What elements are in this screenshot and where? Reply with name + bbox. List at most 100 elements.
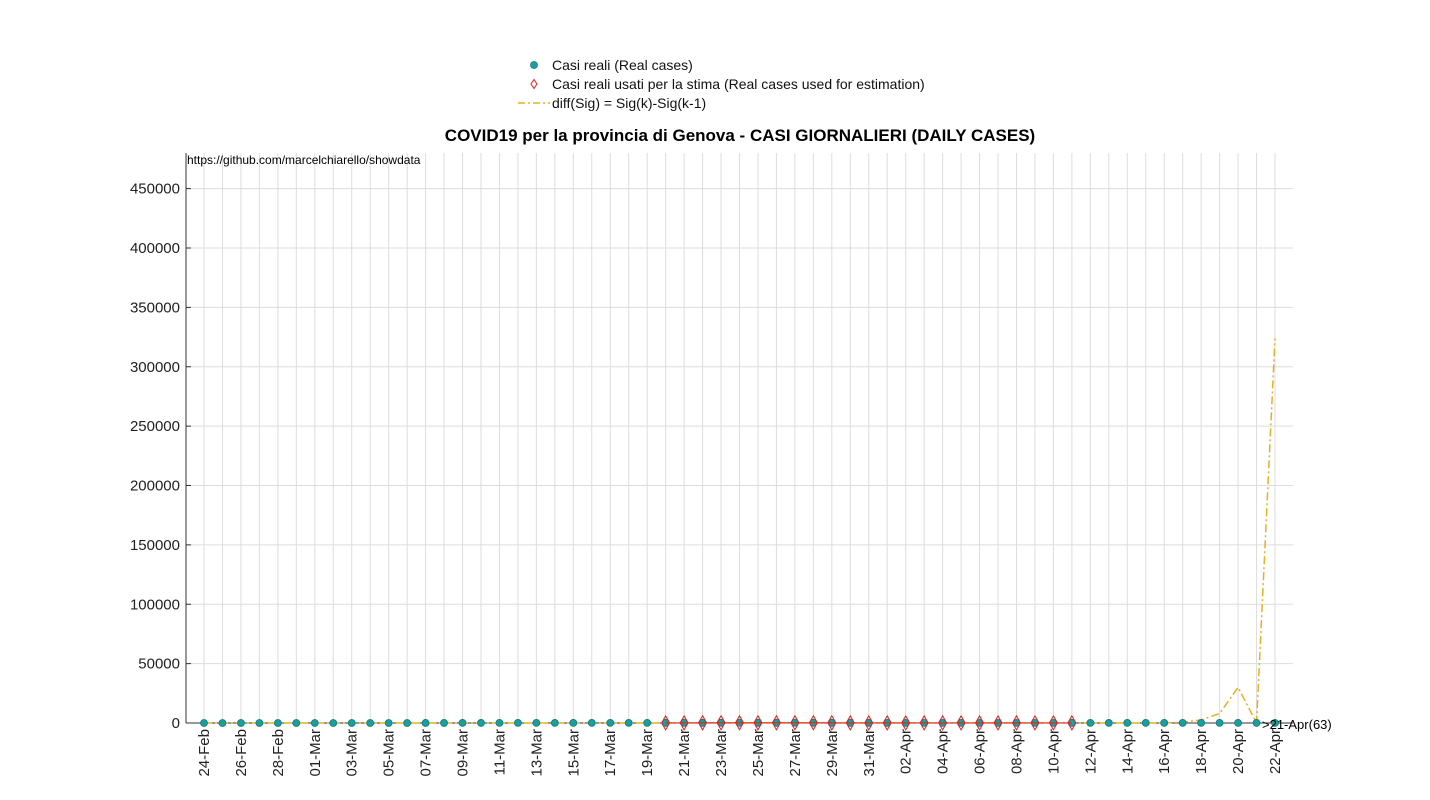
real-case-point xyxy=(273,719,282,727)
estimation-point xyxy=(771,714,782,731)
real-case-point xyxy=(587,718,596,727)
estimation-point xyxy=(1048,714,1058,731)
x-tick-label: 05-Mar xyxy=(381,729,398,777)
real-case-point xyxy=(458,719,467,727)
estimation-point xyxy=(679,714,689,731)
real-case-point xyxy=(532,718,541,727)
x-tick-label: 17-Mar xyxy=(602,729,619,777)
real-case-point xyxy=(1160,718,1169,727)
estimation-point xyxy=(716,714,726,731)
x-tick-label: 01-Mar xyxy=(307,729,324,777)
x-tick-label: 19-Mar xyxy=(639,729,656,777)
real-case-point xyxy=(384,719,393,727)
x-tick-label: 28-Feb xyxy=(270,729,287,777)
real-case-point xyxy=(255,719,264,727)
x-tick-label: 29-Mar xyxy=(824,729,841,777)
real-case-point xyxy=(514,718,522,727)
x-tick-label: 27-Mar xyxy=(787,729,804,777)
real-case-point xyxy=(624,718,633,727)
x-tick-label: 20-Apr xyxy=(1230,729,1247,774)
legend-circle-marker xyxy=(512,56,552,74)
x-tick-label: 16-Apr xyxy=(1156,729,1173,774)
x-tick-label: 13-Mar xyxy=(528,729,545,777)
real-case-point xyxy=(1234,719,1242,727)
estimation-point xyxy=(864,714,874,731)
estimation-point xyxy=(808,714,818,731)
chart-title: COVID19 per la provincia di Genova - CAS… xyxy=(445,126,1035,145)
x-tick-label: 03-Mar xyxy=(344,729,361,777)
x-tick-label: 02-Apr xyxy=(898,729,915,774)
real-case-point xyxy=(200,719,208,727)
x-tick-label: 25-Mar xyxy=(750,729,767,777)
estimation-point xyxy=(697,714,708,731)
real-case-point xyxy=(366,719,375,727)
estimation-point xyxy=(919,714,929,731)
legend-dashdot-line xyxy=(512,94,552,112)
x-tick-label: 15-Mar xyxy=(565,729,582,777)
x-tick-label: 18-Apr xyxy=(1193,729,1210,774)
legend-item-real: Casi reali (Real cases) xyxy=(512,56,693,74)
y-tick-label: 200000 xyxy=(130,478,180,495)
y-tick-labels: 0 50000 100000 150000 200000 250000 300000 3500… xyxy=(130,181,180,732)
x-tick-label: 06-Apr xyxy=(972,729,989,774)
real-case-point xyxy=(477,719,485,727)
estimation-point xyxy=(938,714,948,731)
estimation-point xyxy=(753,714,763,731)
real-case-point xyxy=(403,719,412,727)
real-case-point xyxy=(310,719,319,727)
real-case-point xyxy=(1197,718,1206,727)
real-case-point xyxy=(1123,718,1132,727)
y-tick-label: 250000 xyxy=(130,418,180,435)
annotation-label: >21-Apr(63) xyxy=(1262,717,1332,732)
grid-lines xyxy=(186,153,1293,724)
legend-item-diff: diff(Sig) = Sig(k)-Sig(k-1) xyxy=(512,94,706,112)
x-tick-label: 04-Apr xyxy=(935,729,952,774)
series-estimation-cases xyxy=(661,714,1077,731)
legend-item-estimation: Casi reali usati per la stima (Real case… xyxy=(512,75,925,93)
y-tick-label: 100000 xyxy=(130,596,180,613)
x-tick-label: 26-Feb xyxy=(233,729,250,777)
legend-diamond-marker xyxy=(512,75,552,93)
x-tick-label: 21-Mar xyxy=(676,729,693,777)
y-tick-label: 150000 xyxy=(130,537,180,554)
x-tick-label: 23-Mar xyxy=(713,729,730,777)
real-case-point xyxy=(1141,718,1150,727)
real-case-point xyxy=(1178,718,1187,727)
x-tick-label: 11-Mar xyxy=(491,729,508,775)
real-case-point xyxy=(1252,719,1261,727)
real-case-point xyxy=(1104,718,1113,727)
estimation-point xyxy=(734,714,745,731)
estimation-point xyxy=(974,714,985,731)
legend-label: diff(Sig) = Sig(k)-Sig(k-1) xyxy=(552,95,707,111)
real-case-point xyxy=(329,719,338,727)
legend-label: Casi reali usati per la stima (Real case… xyxy=(552,76,925,92)
estimation-point xyxy=(901,714,911,731)
estimation-point xyxy=(993,714,1003,731)
real-case-point xyxy=(292,719,301,727)
x-tick-label: 31-Mar xyxy=(861,729,878,777)
y-tick-label: 400000 xyxy=(130,240,180,257)
real-case-point xyxy=(495,719,504,727)
x-tick-label: 07-Mar xyxy=(418,729,435,777)
x-tick-labels: 24-Feb 26-Feb 28-Feb 01-Mar 03-Mar 05-Mar 07-M… xyxy=(196,729,1284,777)
real-case-point xyxy=(218,719,227,727)
y-tick-label: 350000 xyxy=(130,299,180,316)
estimation-point xyxy=(827,714,837,731)
y-tick-label: 50000 xyxy=(138,656,180,673)
real-case-point xyxy=(606,718,615,727)
real-case-point xyxy=(347,719,356,727)
real-case-point xyxy=(1271,719,1279,727)
real-case-point xyxy=(421,719,430,727)
x-tick-label: 14-Apr xyxy=(1119,729,1136,774)
real-case-point xyxy=(1086,718,1095,727)
x-tick-label: 10-Apr xyxy=(1045,729,1062,774)
estimation-point xyxy=(956,714,966,731)
real-case-point xyxy=(440,719,448,727)
y-tick-label: 300000 xyxy=(130,359,180,376)
estimation-point xyxy=(1030,714,1040,731)
real-case-point xyxy=(1215,718,1224,727)
estimation-point xyxy=(1011,714,1022,731)
estimation-point xyxy=(882,714,892,731)
legend-label: Casi reali (Real cases) xyxy=(552,57,693,73)
